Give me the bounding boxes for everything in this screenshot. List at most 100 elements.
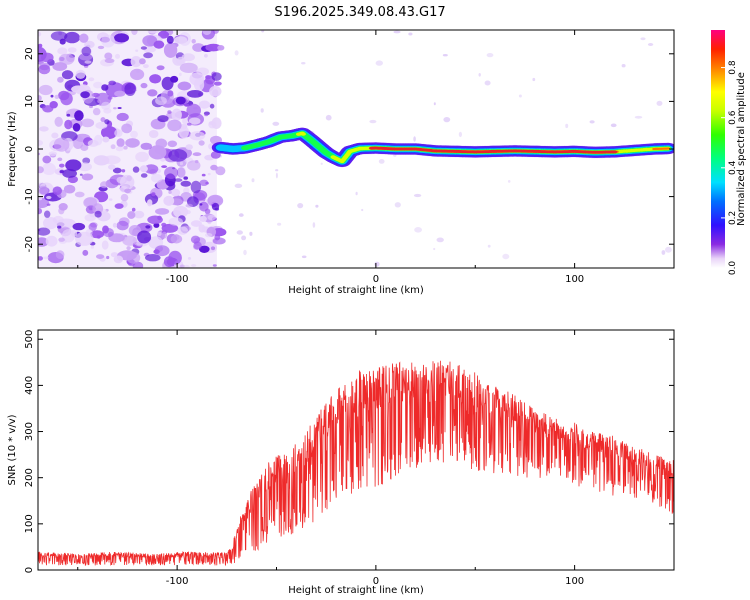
noise-blob [75, 69, 86, 79]
faint-speck [640, 37, 646, 41]
noise-blob [60, 92, 73, 106]
noise-blob [151, 173, 163, 183]
noise-blob [177, 81, 192, 91]
noise-blob [145, 225, 151, 229]
noise-blob [148, 130, 159, 138]
faint-speck [487, 244, 491, 248]
noise-blob [105, 178, 119, 189]
noise-blob [184, 103, 190, 107]
noise-blob [95, 121, 108, 130]
noise-blob [130, 68, 145, 81]
colorbar-tick-label: 0.8 [728, 60, 738, 75]
x-tick-label: -100 [166, 576, 189, 587]
colorbar-tick-label: 0.4 [728, 160, 738, 175]
noise-blob [41, 52, 54, 63]
noise-blob [147, 30, 160, 34]
noise-blob [178, 125, 189, 139]
noise-blob [38, 185, 49, 195]
noise-blob [65, 159, 82, 172]
noise-blob [145, 254, 161, 262]
noise-blob [84, 60, 92, 64]
noise-blob [170, 188, 181, 197]
noise-blob [67, 47, 77, 53]
faint-speck [565, 123, 569, 129]
faint-speck [661, 250, 666, 255]
noise-blob [174, 178, 183, 182]
noise-blob [175, 96, 186, 105]
noise-blob [142, 35, 158, 47]
x-tick-label: 100 [565, 576, 584, 587]
faint-speck [236, 230, 243, 235]
noise-blob [113, 107, 117, 110]
colorbar-tick-label: 0.6 [728, 110, 738, 125]
noise-blob [53, 137, 70, 152]
noise-blob [90, 245, 94, 249]
noise-blob [161, 222, 167, 227]
noise-blob [130, 130, 138, 139]
noise-blob [147, 89, 158, 97]
noise-blob [189, 131, 206, 141]
faint-speck [261, 30, 265, 33]
noise-blob [42, 162, 56, 175]
noise-blob [38, 139, 44, 146]
noise-blob [38, 196, 43, 201]
noise-blob [167, 110, 172, 114]
x-tick-label: 0 [373, 274, 379, 285]
faint-speck [301, 62, 306, 65]
noise-blob [38, 95, 42, 102]
noise-blob [96, 254, 105, 259]
noise-blob [131, 30, 138, 35]
noise-blob [112, 222, 117, 228]
snr-panel: -100 0 100 0 100 200 300 400 500 Height of strai… [7, 329, 675, 596]
faint-speck [260, 108, 264, 113]
noise-blob [102, 155, 121, 165]
noise-blob [209, 85, 222, 97]
noise-blob [123, 235, 128, 238]
faint-speck [408, 32, 413, 36]
noise-blob [139, 58, 146, 65]
noise-blob [52, 186, 62, 195]
noise-blob [128, 225, 142, 236]
noise-blob [139, 165, 148, 173]
noise-blob [49, 101, 58, 109]
noise-blob [131, 207, 136, 212]
noise-blob [207, 214, 217, 221]
snr-y-label: SNR (10 * v/v) [7, 414, 18, 485]
faint-speck [249, 231, 253, 236]
noise-blob [81, 46, 92, 57]
noise-blob [179, 264, 185, 268]
noise-blob [94, 134, 103, 146]
noise-blob [46, 203, 51, 206]
faint-speck [486, 53, 494, 58]
faint-speck [589, 120, 595, 124]
trace-band [300, 132, 306, 136]
noise-blob [132, 166, 140, 173]
faint-speck [665, 246, 672, 253]
noise-blob [114, 129, 123, 138]
spectrogram-frequency-trace [211, 127, 674, 168]
colorbar-tick-label: 0.0 [728, 261, 738, 276]
faint-speck [478, 73, 481, 77]
noise-blob [55, 250, 65, 259]
faint-speck [369, 119, 377, 124]
noise-blob [58, 53, 75, 65]
noise-blob [135, 151, 150, 162]
noise-blob [186, 160, 201, 171]
noise-blob [163, 32, 169, 37]
snr-frame [37, 329, 675, 571]
noise-blob [101, 34, 115, 48]
noise-blob [54, 116, 63, 127]
faint-speck [634, 115, 643, 119]
noise-blob [192, 152, 202, 157]
y-tick-label: 400 [24, 376, 35, 395]
noise-blob [43, 217, 58, 230]
noise-blob [167, 140, 178, 148]
noise-blob [104, 119, 110, 125]
noise-blob [210, 151, 221, 159]
faint-speck [272, 121, 280, 126]
noise-blob [82, 157, 91, 164]
faint-speck [301, 255, 307, 259]
noise-blob [88, 77, 95, 82]
